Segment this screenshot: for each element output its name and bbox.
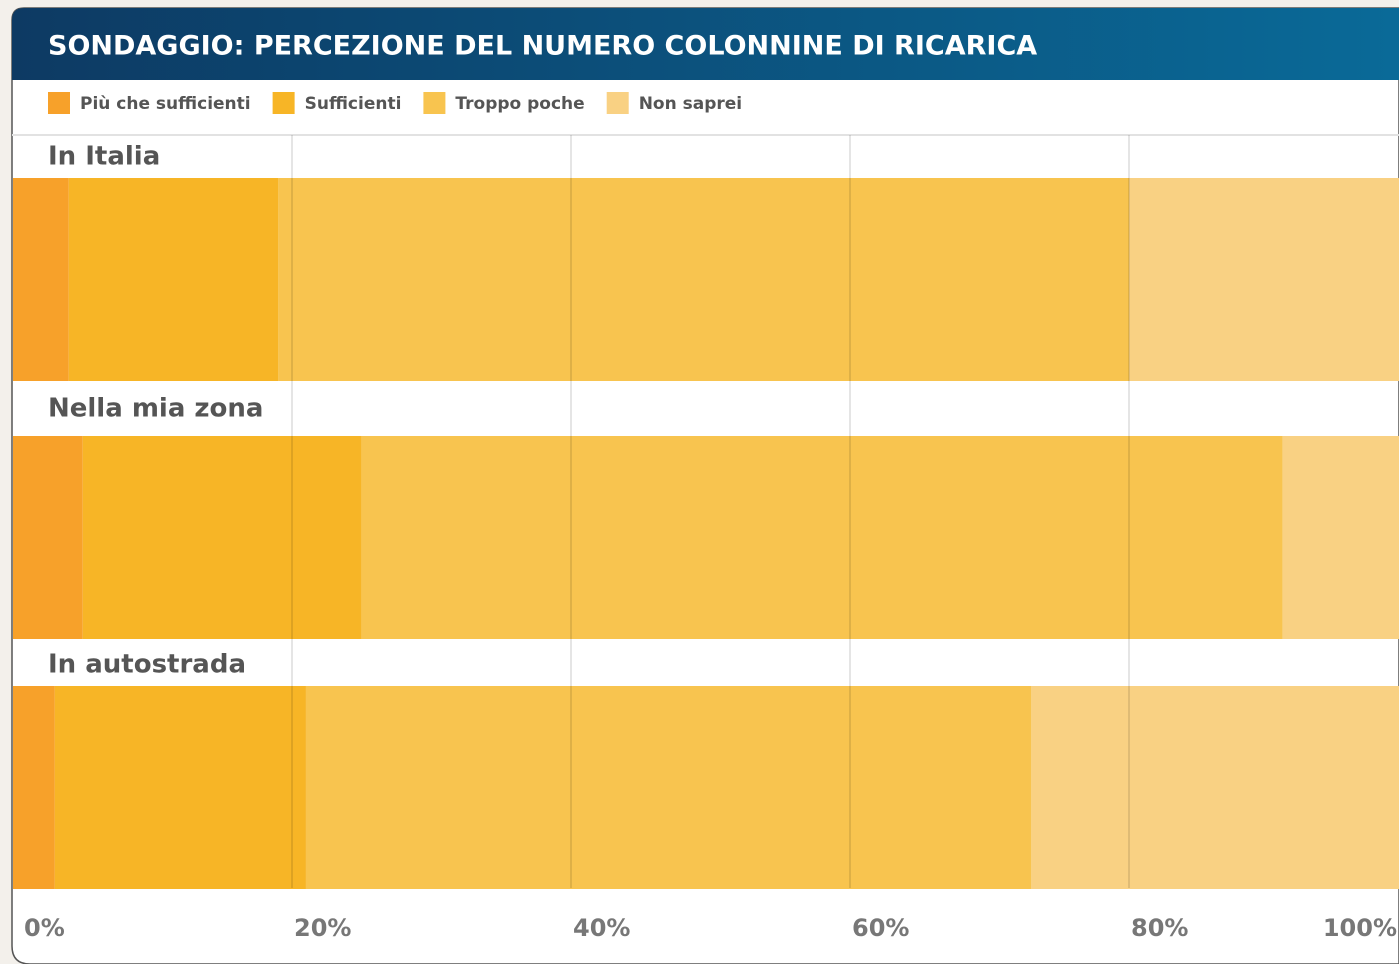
bar-segment <box>361 436 1283 639</box>
legend-label: Troppo poche <box>455 94 584 114</box>
bar-segment <box>13 178 69 381</box>
x-tick-label: 40% <box>573 914 630 942</box>
header <box>12 8 1399 80</box>
x-tick-label: 0% <box>24 914 65 942</box>
bar-segment <box>1282 436 1399 639</box>
category-label: Nella mia zona <box>48 394 263 424</box>
legend-swatch <box>423 92 446 114</box>
legend-swatch <box>272 92 295 114</box>
legend-swatch <box>48 92 70 114</box>
category-label: In autostrada <box>48 650 246 680</box>
legend-label: Più che sufficienti <box>80 94 251 114</box>
bar-segment <box>68 178 279 381</box>
bar-segment <box>54 686 306 889</box>
chart-title: SONDAGGIO: PERCEZIONE DEL NUMERO COLONNI… <box>48 31 1037 62</box>
bar-segment <box>13 686 55 889</box>
legend-swatch <box>606 92 629 114</box>
bar-segment <box>82 436 362 639</box>
x-tick-label: 100% <box>1323 914 1397 942</box>
x-tick-label: 80% <box>1131 914 1188 942</box>
x-tick-label: 20% <box>294 914 351 942</box>
bar-segment <box>13 436 83 639</box>
legend-label: Non saprei <box>639 94 742 114</box>
category-label: In Italia <box>48 142 160 172</box>
bar-segment <box>1031 686 1399 889</box>
bar-segment <box>1129 178 1399 381</box>
bar-segment <box>278 178 1129 381</box>
x-tick-label: 60% <box>852 914 909 942</box>
bar-segment <box>305 686 1032 889</box>
legend-label: Sufficienti <box>305 94 402 114</box>
